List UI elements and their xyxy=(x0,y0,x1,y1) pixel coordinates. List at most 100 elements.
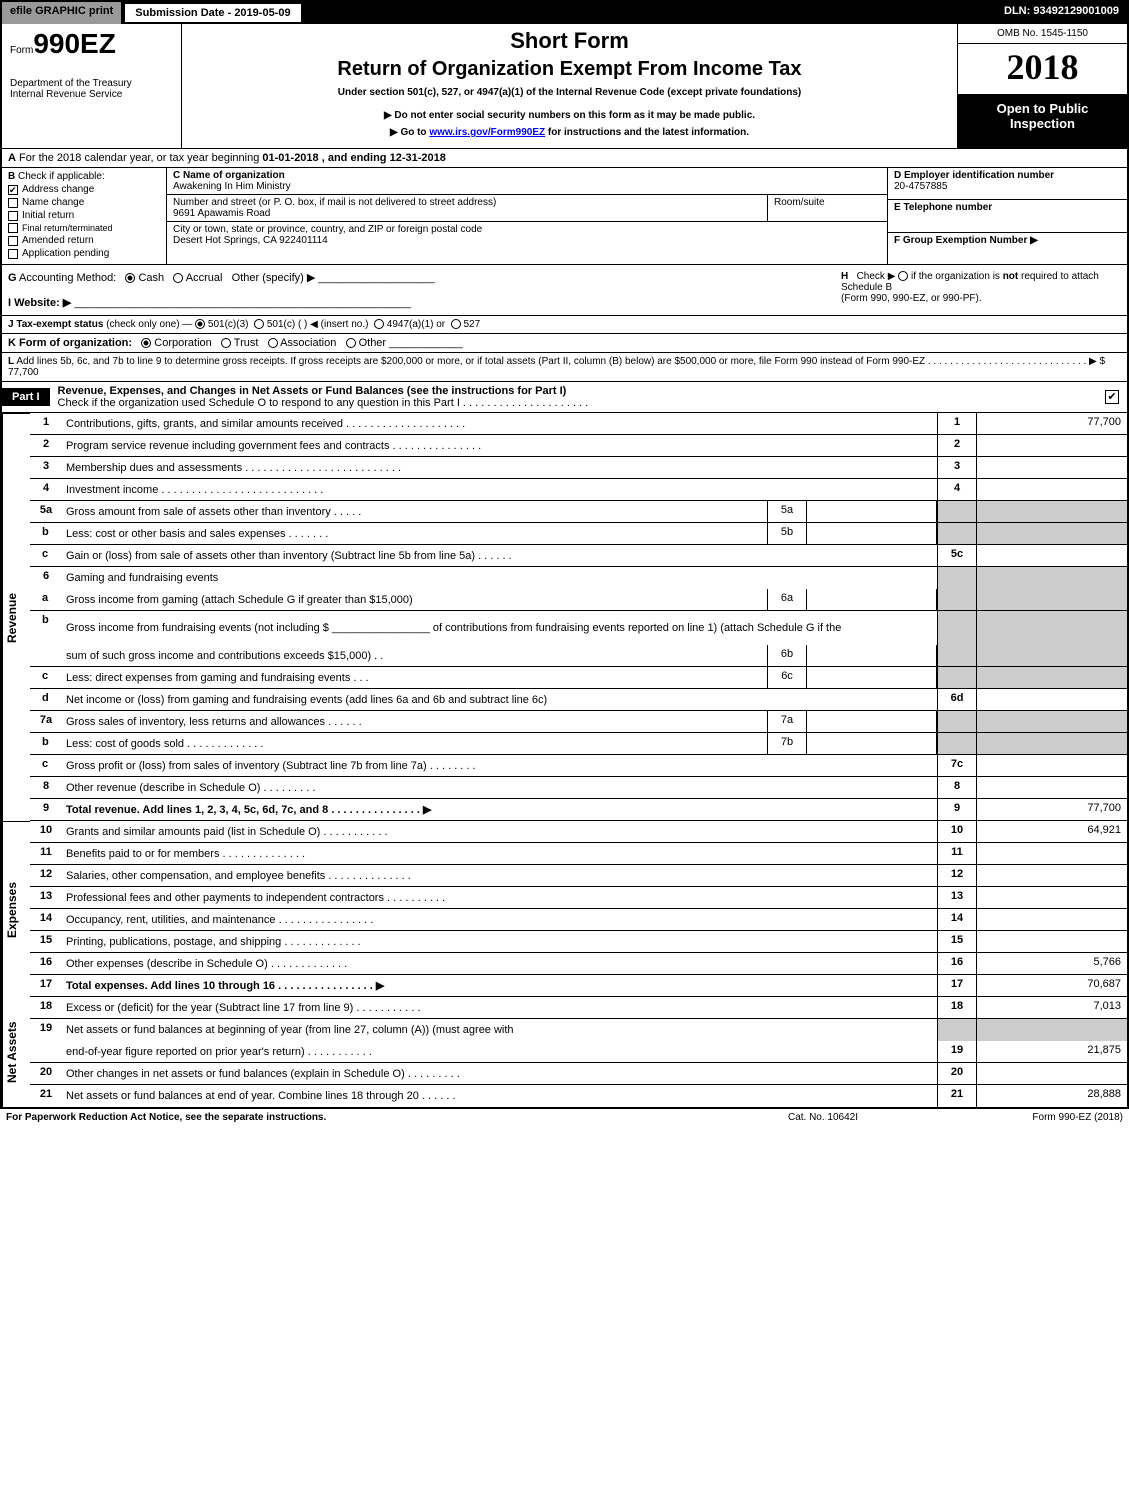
ln16-rval: 5,766 xyxy=(977,953,1127,974)
ln10-rval: 64,921 xyxy=(977,821,1127,842)
ln5a-desc: Gross amount from sale of assets other t… xyxy=(62,501,767,522)
instr2-prefix: ▶ Go to xyxy=(390,127,429,138)
open-to-public: Open to Public Inspection xyxy=(958,95,1127,148)
ln6b-rnum-shade xyxy=(937,645,977,666)
ein-value: 20-4757885 xyxy=(894,181,947,192)
ln8-rval xyxy=(977,777,1127,798)
ln4-num: 4 xyxy=(30,479,62,500)
ln5b-rnum-shade xyxy=(937,523,977,544)
section-g: G Accounting Method: Cash Accrual Other … xyxy=(8,271,841,309)
j-label: J Tax-exempt status xyxy=(8,319,103,330)
radio-accrual[interactable] xyxy=(173,273,183,283)
side-netassets: Net Assets xyxy=(2,997,30,1107)
radio-association[interactable] xyxy=(268,338,278,348)
radio-other-org[interactable] xyxy=(346,338,356,348)
radio-501c3[interactable] xyxy=(195,319,205,329)
ln9-desc-b: Total revenue. Add lines 1, 2, 3, 4, 5c,… xyxy=(66,803,431,816)
org-name: Awakening In Him Ministry xyxy=(173,181,291,192)
form-number: 990EZ xyxy=(33,28,116,59)
instr2-suffix: for instructions and the latest informat… xyxy=(545,127,749,138)
ln8-num: 8 xyxy=(30,777,62,798)
ln6bpre-rnum-shade xyxy=(937,611,977,645)
part1-checkbox[interactable] xyxy=(1105,390,1119,404)
end-date: 12-31-2018 xyxy=(390,152,446,164)
ln6d-desc: Net income or (loss) from gaming and fun… xyxy=(62,689,937,710)
h-text1: Check ▶ xyxy=(857,271,896,282)
chk-name-change[interactable] xyxy=(8,198,18,208)
section-def: D Employer identification number 20-4757… xyxy=(887,168,1127,264)
line-21: 21 Net assets or fund balances at end of… xyxy=(30,1085,1127,1107)
line-13: 13 Professional fees and other payments … xyxy=(30,887,1127,909)
radio-4947[interactable] xyxy=(374,319,384,329)
ln7b-mnum: 7b xyxy=(767,733,807,754)
section-h: H Check ▶ if the organization is not req… xyxy=(841,271,1121,309)
line-6c: c Less: direct expenses from gaming and … xyxy=(30,667,1127,689)
ln6d-num: d xyxy=(30,689,62,710)
chk-final-return[interactable] xyxy=(8,223,18,233)
ln6c-mval xyxy=(807,667,937,688)
efile-print-button[interactable]: efile GRAPHIC print xyxy=(2,2,123,24)
radio-corporation[interactable] xyxy=(141,338,151,348)
line-8: 8 Other revenue (describe in Schedule O)… xyxy=(30,777,1127,799)
ln11-desc: Benefits paid to or for members . . . . … xyxy=(62,843,937,864)
lbl-accrual: Accrual xyxy=(186,272,223,284)
ln5c-rnum: 5c xyxy=(937,545,977,566)
ln16-rnum: 16 xyxy=(937,953,977,974)
ln18-rnum: 18 xyxy=(937,997,977,1018)
ln15-rval xyxy=(977,931,1127,952)
line-7c: c Gross profit or (loss) from sales of i… xyxy=(30,755,1127,777)
line-5b: b Less: cost or other basis and sales ex… xyxy=(30,523,1127,545)
ln4-rnum: 4 xyxy=(937,479,977,500)
ln19b-desc: end-of-year figure reported on prior yea… xyxy=(62,1041,937,1062)
ln6b-mnum: 6b xyxy=(767,645,807,666)
c-street-row: Number and street (or P. O. box, if mail… xyxy=(167,195,887,222)
dln-label: DLN: 93492129001009 xyxy=(996,2,1127,24)
ln19b-num xyxy=(30,1041,62,1062)
line-12: 12 Salaries, other compensation, and emp… xyxy=(30,865,1127,887)
chk-application-pending[interactable] xyxy=(8,249,18,259)
ln7c-rval xyxy=(977,755,1127,776)
chk-initial-return[interactable] xyxy=(8,211,18,221)
tax-year: 2018 xyxy=(958,44,1127,95)
ln7b-rval-shade xyxy=(977,733,1127,754)
ln2-rval xyxy=(977,435,1127,456)
c-city-row: City or town, state or province, country… xyxy=(167,222,887,248)
ln7c-desc: Gross profit or (loss) from sales of inv… xyxy=(62,755,937,776)
lbl-4947: 4947(a)(1) or xyxy=(387,319,445,330)
ln15-rnum: 15 xyxy=(937,931,977,952)
footer-formref: Form 990-EZ (2018) xyxy=(923,1112,1123,1123)
ln3-rnum: 3 xyxy=(937,457,977,478)
line-7a: 7a Gross sales of inventory, less return… xyxy=(30,711,1127,733)
b-label: B xyxy=(8,171,15,182)
radio-527[interactable] xyxy=(451,319,461,329)
section-b: B Check if applicable: Address change Na… xyxy=(2,168,167,264)
chk-amended-return[interactable] xyxy=(8,236,18,246)
line-19a: 19 Net assets or fund balances at beginn… xyxy=(30,1019,1127,1041)
f-label: F Group Exemption Number ▶ xyxy=(894,235,1038,246)
irs-label: Internal Revenue Service xyxy=(10,89,173,100)
ln6b-num: b xyxy=(30,611,62,645)
ln9-rnum: 9 xyxy=(937,799,977,820)
city-value: Desert Hot Springs, CA 922401114 xyxy=(173,235,328,246)
radio-501c[interactable] xyxy=(254,319,264,329)
line-11: 11 Benefits paid to or for members . . .… xyxy=(30,843,1127,865)
ln18-num: 18 xyxy=(30,997,62,1018)
ln19-rnum-shade xyxy=(937,1019,977,1041)
h-label: H xyxy=(841,271,848,282)
ln13-rval xyxy=(977,887,1127,908)
radio-trust[interactable] xyxy=(221,338,231,348)
ln6c-rval-shade xyxy=(977,667,1127,688)
line-1: 1 Contributions, gifts, grants, and simi… xyxy=(30,413,1127,435)
line-6d: d Net income or (loss) from gaming and f… xyxy=(30,689,1127,711)
line-3: 3 Membership dues and assessments . . . … xyxy=(30,457,1127,479)
ln10-num: 10 xyxy=(30,821,62,842)
radio-cash[interactable] xyxy=(125,273,135,283)
form-container: efile GRAPHIC print Submission Date - 20… xyxy=(0,0,1129,1109)
lbl-501c3: 501(c)(3) xyxy=(208,319,249,330)
ln6b-pre-desc: Gross income from fundraising events (no… xyxy=(62,611,937,645)
chk-address-change[interactable] xyxy=(8,185,18,195)
radio-h-check[interactable] xyxy=(898,271,908,281)
line-6b-pre: b Gross income from fundraising events (… xyxy=(30,611,1127,645)
irs-link[interactable]: www.irs.gov/Form990EZ xyxy=(429,127,545,138)
ln5a-rnum-shade xyxy=(937,501,977,522)
